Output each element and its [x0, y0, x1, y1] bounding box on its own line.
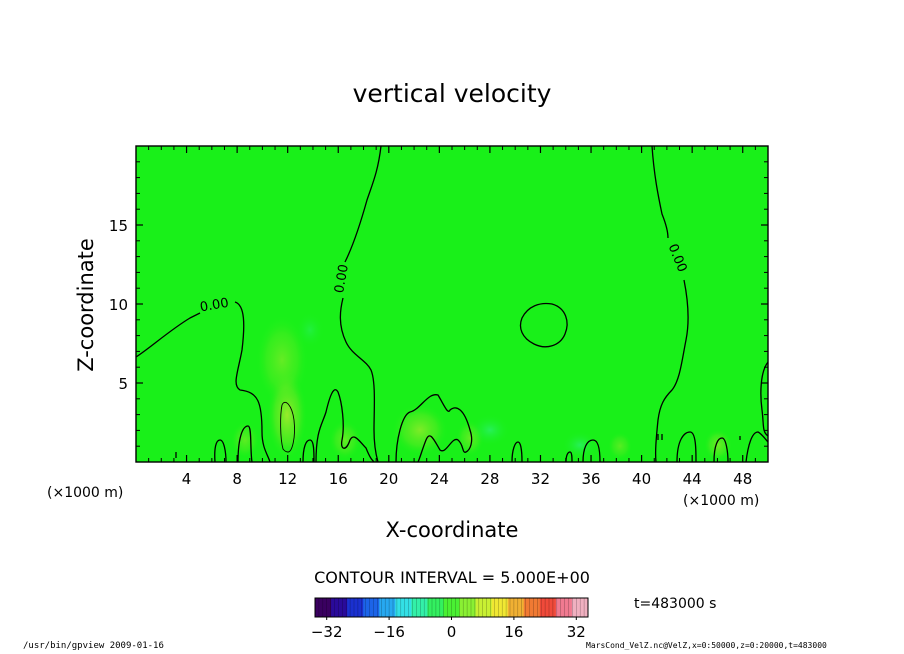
- colorbar-segment: [363, 598, 380, 617]
- contour-line: [395, 394, 473, 462]
- contour-line: [745, 431, 768, 462]
- x-tick-label: 28: [480, 470, 499, 488]
- contour-line: [280, 401, 295, 453]
- colorbar-segment: [443, 598, 461, 617]
- colorbar-segment: [411, 598, 428, 617]
- x-tick-label: 12: [278, 470, 297, 488]
- contour-line: [302, 439, 315, 462]
- colorbar-segment: [315, 598, 332, 617]
- colorbar-segment: [331, 598, 348, 617]
- time-label: t=483000 s: [634, 596, 716, 612]
- contour-line: [315, 389, 375, 462]
- x-tick-label: 8: [232, 470, 242, 488]
- contour-line: [676, 431, 697, 462]
- colorbar-segment: [347, 598, 364, 617]
- contour-line: [136, 301, 271, 462]
- contour-label: 0.00: [332, 263, 352, 294]
- colorbar-segment: [427, 598, 444, 617]
- x-axis-unit-left: (×1000 m): [47, 485, 123, 501]
- contour-line: [175, 434, 741, 458]
- warm-region: [329, 420, 361, 460]
- plot-area: 0.000.000.00: [136, 146, 768, 462]
- colorbar-tick-label: 32: [567, 623, 586, 641]
- x-tick-label: 40: [632, 470, 651, 488]
- cool-region: [470, 414, 510, 446]
- footer-right: MarsCond_VelZ.nc@VelZ,x=0:50000,z=0:2000…: [586, 641, 827, 650]
- x-tick-label: 44: [683, 470, 702, 488]
- contour-line: [519, 302, 568, 348]
- y-tick-label: 5: [118, 375, 128, 393]
- colorbar-segment: [491, 598, 509, 617]
- colorbar-segment: [395, 598, 412, 617]
- colorbar-segment: [539, 598, 557, 617]
- y-tick-label: 15: [109, 217, 128, 235]
- warm-region: [704, 429, 732, 461]
- x-tick-label: 36: [581, 470, 600, 488]
- x-axis: 4 8 12 16 20 24 28 32 36 40 44 48: [148, 146, 756, 488]
- contour-lines: [136, 146, 768, 462]
- contour-line: [237, 425, 253, 462]
- colorbar-segment: [475, 598, 493, 617]
- colorbar-segment: [523, 598, 541, 617]
- colorbar-segment: [555, 598, 573, 617]
- colorbar-ticks: −32 −16 0 16 32: [311, 617, 586, 641]
- x-axis-unit-right: (×1000 m): [683, 493, 759, 509]
- x-tick-label: 48: [733, 470, 752, 488]
- x-tick-label: 20: [379, 470, 398, 488]
- contour-interval-label: CONTOUR INTERVAL = 5.000E+00: [314, 568, 590, 587]
- contour-line: [339, 146, 382, 462]
- contour-line: [651, 146, 689, 462]
- x-tick-label: 32: [531, 470, 550, 488]
- footer-left: /usr/bin/gpview 2009-01-16: [23, 641, 164, 651]
- field-background: [136, 146, 768, 462]
- x-tick-label: 24: [430, 470, 449, 488]
- colorbar-segment: [459, 598, 477, 617]
- colorbar-tick-label: −16: [373, 623, 405, 641]
- colorbar-segment: [507, 598, 525, 617]
- y-axis-label: Z-coordinate: [74, 238, 98, 372]
- contour-label: 0.00: [199, 296, 230, 316]
- contour-line: [582, 439, 601, 462]
- cool-region: [296, 312, 324, 348]
- contour-line: [565, 451, 573, 462]
- x-axis-label: X-coordinate: [386, 518, 519, 542]
- chart-title: vertical velocity: [353, 79, 552, 108]
- y-axis: 5 10 15: [109, 161, 768, 447]
- x-tick-label: 16: [329, 470, 348, 488]
- colorbar-segment: [379, 598, 396, 617]
- contour-line: [713, 437, 729, 462]
- contour-line: [760, 361, 768, 437]
- colorbar: [315, 598, 589, 617]
- contour-line: [214, 439, 227, 462]
- warm-region: [392, 404, 448, 456]
- colorbar-tick-label: 16: [504, 623, 523, 641]
- y-tick-label: 10: [109, 296, 128, 314]
- colorbar-tick-label: 0: [447, 623, 457, 641]
- field-shading: [231, 312, 732, 461]
- colorbar-tick-label: −32: [311, 623, 343, 641]
- warm-region: [256, 315, 308, 405]
- warm-region: [608, 432, 632, 460]
- x-tick-label: 4: [182, 470, 192, 488]
- contour-line: [511, 441, 523, 462]
